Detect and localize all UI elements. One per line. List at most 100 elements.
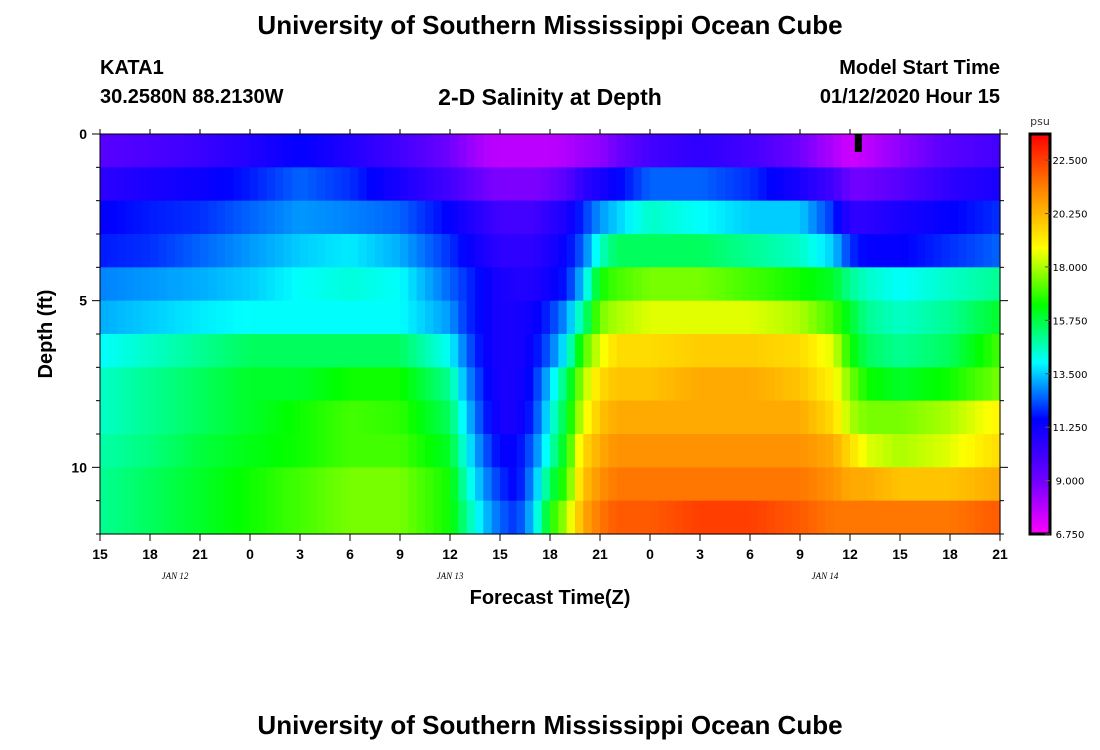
heatmap-cell [308,234,318,268]
heatmap-cell [950,267,959,302]
heatmap-cell [825,400,834,435]
heatmap-cell [700,134,709,168]
heatmap-cell [275,467,284,502]
heatmap-cell [441,334,451,368]
heatmap-cell [208,300,218,335]
heatmap-cell [925,134,934,168]
heatmap-cell [916,234,926,268]
heatmap-cell [408,234,418,268]
heatmap-cell [441,200,451,235]
heatmap-cell [133,300,143,335]
heatmap-cell [683,367,693,402]
heatmap-cell [491,234,501,268]
heatmap-cell [683,500,693,535]
heatmap-cell [425,367,434,402]
heatmap-cell [833,434,843,468]
heatmap-cell [816,167,826,202]
heatmap-cell [908,267,918,302]
heatmap-cell [358,367,368,402]
heatmap-cell [466,400,476,435]
heatmap-cell [891,167,901,202]
heatmap-cell [233,500,243,535]
heatmap-cell [308,334,318,368]
heatmap-cell [600,167,609,202]
heatmap-cell [758,234,768,268]
heatmap-cell [758,500,768,535]
heatmap-cell [816,434,826,468]
heatmap-cell [450,134,459,168]
heatmap-cell [966,234,976,268]
heatmap-cell [258,500,268,535]
heatmap-cell [650,367,659,402]
heatmap-cell [250,434,259,468]
heatmap-cell [241,367,251,402]
heatmap-cell [858,200,868,235]
heatmap-cell [608,434,618,468]
heatmap-cell [366,500,376,535]
heatmap-cell [583,367,593,402]
heatmap-cell [716,467,726,502]
heatmap-cell [908,467,918,502]
x-tick-label: 0 [646,546,654,562]
heatmap-cell [616,300,626,335]
heatmap-cell [283,300,293,335]
heatmap-cell [233,300,243,335]
heatmap-cell [108,367,118,402]
heatmap-cell [550,300,559,335]
heatmap-cell [491,300,501,335]
heatmap-cell [400,400,409,435]
heatmap-cell [508,300,518,335]
heatmap-cell [425,434,434,468]
heatmap-cell [750,300,759,335]
heatmap-cell [683,200,693,235]
heatmap-cell [958,467,968,502]
heatmap-cell [566,500,576,535]
heatmap-cell [733,467,743,502]
heatmap-cell [575,467,584,502]
heatmap-cell [383,434,393,468]
heatmap-cell [400,134,409,168]
heatmap-cell [175,334,184,368]
heatmap-cell [700,434,709,468]
heatmap-cell [333,400,343,435]
heatmap-cell [216,500,226,535]
heatmap-cell [425,200,434,235]
heatmap-cell [725,234,734,268]
heatmap-cell [858,167,868,202]
heatmap-cell [125,300,134,335]
heatmap-cell [808,234,818,268]
heatmap-cell [700,167,709,202]
heatmap-cell [933,267,943,302]
heatmap-cell [950,300,959,335]
heatmap-cell [716,367,726,402]
heatmap-cell [891,300,901,335]
heatmap-cell [216,467,226,502]
heatmap-cell [141,434,151,468]
heatmap-cell [725,167,734,202]
heatmap-cell [925,367,934,402]
heatmap-cell [875,134,884,168]
heatmap-cell [458,400,468,435]
heatmap-cell [675,234,684,268]
heatmap-cell [525,267,534,302]
heatmap-cell [325,300,334,335]
heatmap-cell [616,167,626,202]
heatmap-cell [333,467,343,502]
heatmap-cell [958,134,968,168]
heatmap-cell [525,200,534,235]
x-date-label: JAN 14 [812,571,839,581]
heatmap-cell [883,367,893,402]
heatmap-cell [258,267,268,302]
heatmap-cell [391,367,401,402]
heatmap-cell [941,167,951,202]
heatmap-cell [575,134,584,168]
heatmap-cell [750,134,759,168]
heatmap-cell [600,234,609,268]
heatmap-cell [483,200,493,235]
heatmap-cell [716,267,726,302]
heatmap-cell [975,467,984,502]
heatmap-cell [466,267,476,302]
heatmap-cell [525,400,534,435]
heatmap-cell [233,467,243,502]
heatmap-cell [991,500,1001,535]
